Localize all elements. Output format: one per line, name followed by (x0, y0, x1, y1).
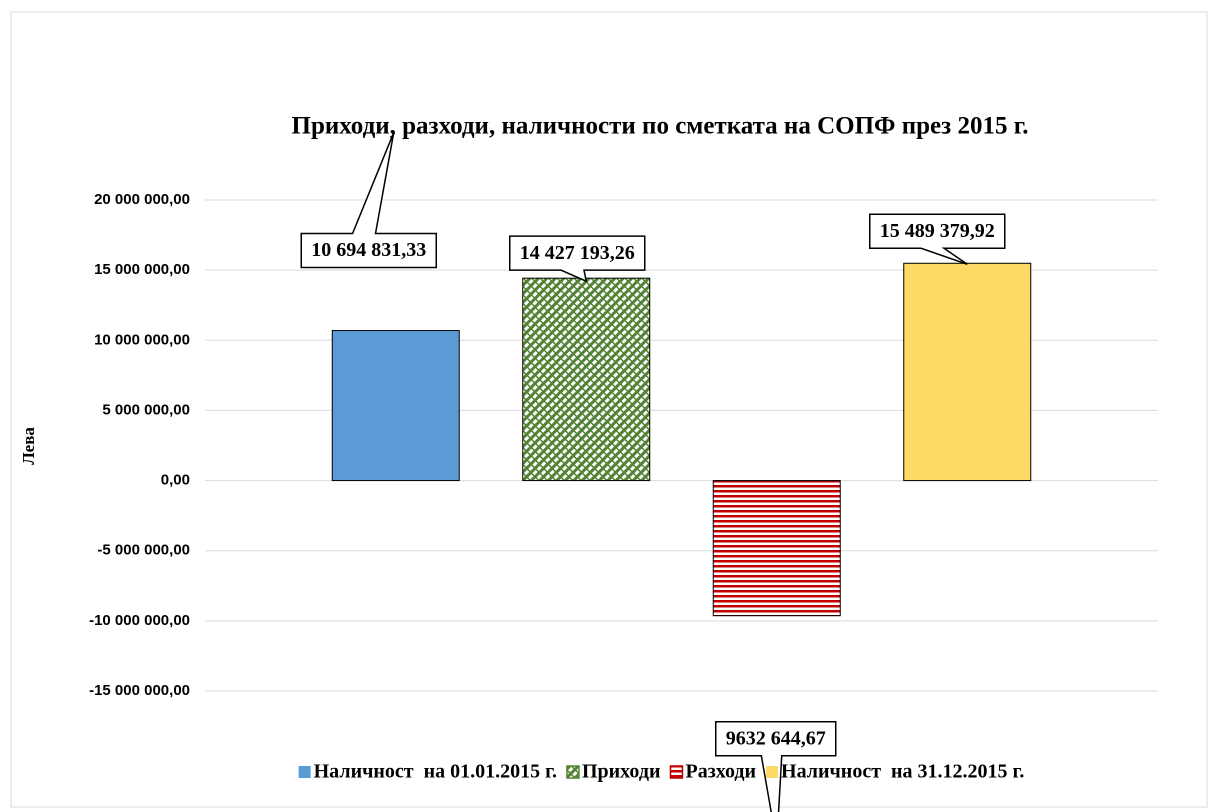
legend-swatch (766, 766, 779, 778)
bar (331, 330, 460, 482)
data-label-group: 15 489 379,92 (869, 213, 1006, 265)
data-label: 9632 644,67 (726, 727, 826, 749)
legend-swatch (566, 765, 580, 779)
y-tick-label: 15 000 000,00 (94, 261, 190, 278)
y-tick-label: 10 000 000,00 (94, 331, 190, 348)
y-tick-label: 0,00 (161, 472, 190, 489)
data-label: 10 694 831,33 (311, 239, 426, 261)
bar (712, 480, 841, 617)
legend-label: Разходи (685, 761, 756, 783)
data-label-group: 10 694 831,33 (300, 132, 437, 269)
legend-swatch (669, 765, 684, 779)
data-label: 14 427 193,26 (520, 242, 635, 264)
y-tick-label: 20 000 000,00 (94, 191, 190, 208)
bar (522, 277, 651, 482)
data-label-group: 14 427 193,26 (509, 235, 646, 283)
y-tick-label: -5 000 000,00 (97, 542, 190, 559)
data-label-box (869, 213, 1006, 265)
legend-swatch (298, 766, 311, 778)
data-label: 15 489 379,92 (880, 220, 995, 242)
chart-title: Приходи, разходи, наличности по сметката… (292, 113, 1029, 140)
y-tick-label: -15 000 000,00 (89, 682, 190, 699)
y-tick-label: 5 000 000,00 (102, 401, 190, 418)
legend-label: Приходи (582, 761, 661, 783)
legend-label: Наличност на 31.12.2015 г. (781, 761, 1024, 783)
legend-label: Наличност на 01.01.2015 г. (314, 761, 557, 783)
y-tick-label: -10 000 000,00 (89, 612, 190, 629)
bar (903, 262, 1032, 482)
legend: Наличност на 01.01.2015 г. Приходи Разходи… (298, 761, 1024, 783)
y-axis-label: Лева (19, 427, 38, 465)
data-label-box (300, 132, 437, 269)
data-label-box (509, 235, 646, 283)
